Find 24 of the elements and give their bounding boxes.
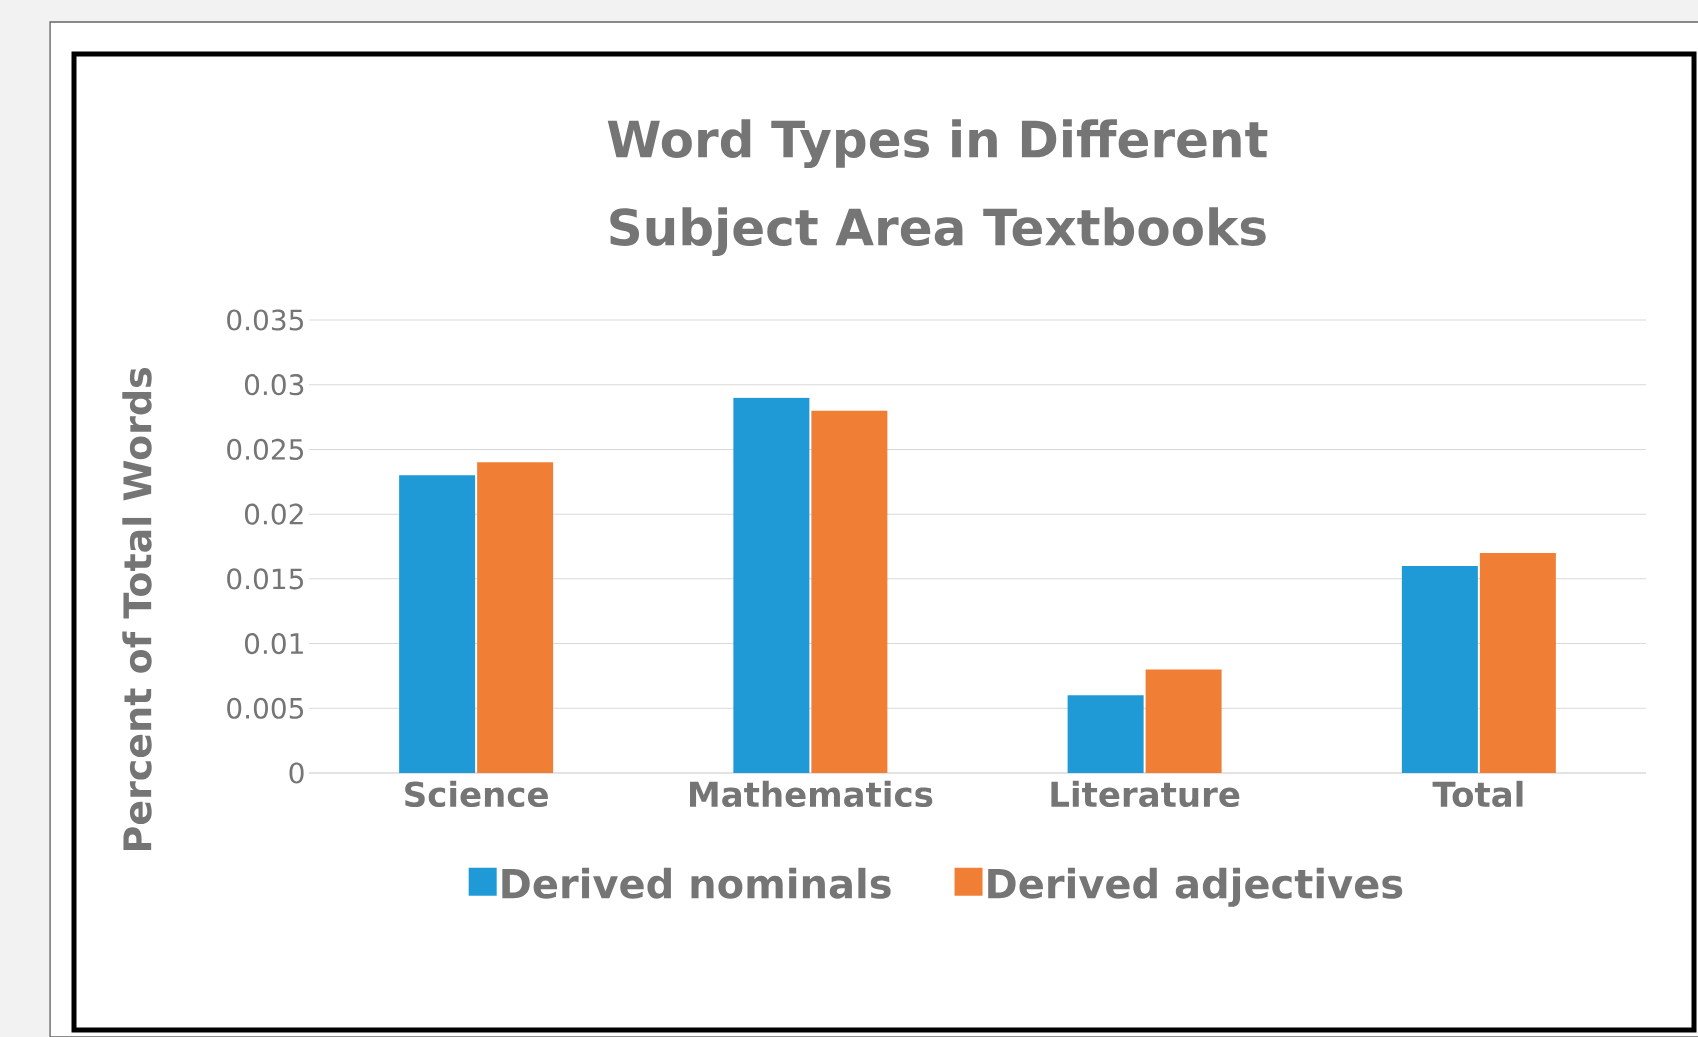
legend-label: Derived adjectives (988, 867, 1403, 907)
bar (399, 475, 476, 773)
y-tick-label: 0.015 (227, 568, 304, 590)
y-tick-label: 0.035 (227, 309, 304, 331)
x-tick-label: Mathematics (690, 780, 933, 808)
chart-title: Word Types in Different Subject Area Textbooks (607, 119, 1268, 257)
legend-label: Derived nominals (502, 867, 891, 899)
y-tick-label: 0.025 (227, 438, 304, 461)
x-tick-label: Literature (1051, 780, 1240, 808)
y-tick-label: 0.01 (244, 632, 303, 655)
y-tick-label: 0.005 (227, 697, 304, 719)
x-tick-label: Total (1432, 780, 1523, 808)
bar (1067, 695, 1144, 773)
y-tick-label: 0.02 (244, 503, 303, 525)
bar (733, 397, 810, 773)
bar (1145, 669, 1222, 773)
bar (1479, 552, 1556, 773)
x-tick-label: Science (405, 780, 548, 808)
y-axis-title: Percent of Total Words (122, 368, 152, 851)
bar (1401, 565, 1478, 773)
bar (811, 410, 888, 773)
y-tick-label: 0 (289, 762, 304, 784)
bar (477, 462, 554, 773)
y-tick-label: 0.03 (244, 374, 304, 396)
